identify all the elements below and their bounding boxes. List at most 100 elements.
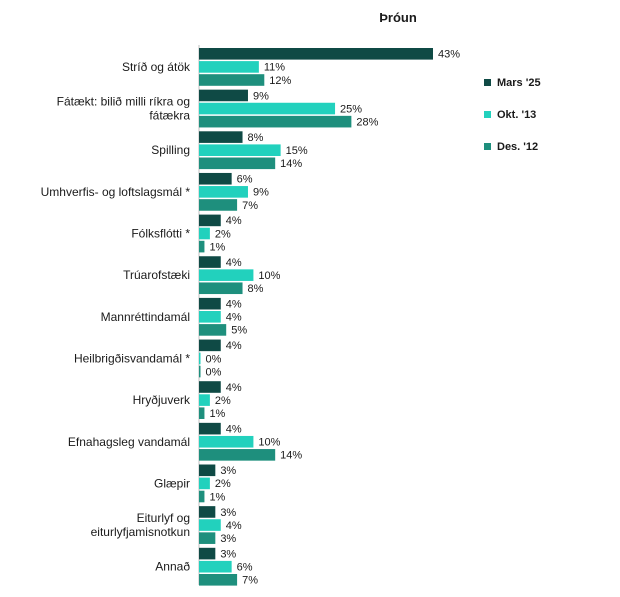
data-label: 4% [226, 299, 242, 311]
data-label: 7% [242, 200, 258, 212]
bar [199, 464, 216, 477]
bar [199, 186, 248, 198]
data-label: 14% [280, 450, 302, 462]
bar [199, 74, 265, 86]
bar [199, 532, 216, 544]
bar [199, 89, 248, 102]
data-label: 1% [209, 241, 225, 253]
category-label: Umhverfis- og loftslagsmál * [41, 185, 191, 199]
data-label: 28% [356, 116, 378, 128]
data-label: 43% [438, 49, 460, 61]
data-label: 10% [258, 270, 280, 282]
bar [199, 547, 216, 560]
bar [199, 131, 243, 143]
category-label: Hryðjuverk [133, 393, 191, 407]
data-label: 0% [206, 353, 222, 365]
legend: Mars '25 Okt. '13 Des. '12 [484, 77, 541, 153]
data-label: 4% [226, 520, 242, 532]
data-label: 1% [209, 491, 225, 503]
legend-swatch [484, 79, 491, 86]
bar [199, 282, 243, 295]
chart-title: Þróun [379, 10, 417, 25]
category-label: Stríð og átök [122, 60, 191, 74]
data-label: 2% [215, 478, 231, 490]
bar [199, 394, 210, 406]
data-label: 8% [248, 132, 264, 144]
bar [199, 157, 276, 170]
bar [199, 477, 210, 490]
bar [199, 339, 221, 352]
legend-entry: Okt. '13 [497, 109, 536, 121]
bar [199, 297, 221, 310]
bar [199, 102, 336, 115]
data-label: 4% [226, 340, 242, 352]
category-label: Annað [155, 560, 190, 574]
data-label: 12% [269, 75, 291, 87]
bar [199, 422, 221, 435]
data-label: 3% [220, 533, 236, 545]
category-label: Mannréttindamál [101, 310, 190, 324]
data-label: 9% [253, 187, 269, 199]
data-label: 11% [264, 62, 285, 74]
data-label: 4% [226, 312, 242, 324]
data-label: 9% [253, 90, 269, 102]
bar [199, 381, 221, 393]
category-label: Fátækt: bilið milli ríkra og fátækra [57, 95, 191, 123]
bar [199, 227, 210, 240]
data-label: 2% [215, 395, 231, 407]
bar [199, 407, 205, 419]
category-label: Heilbrigðisvandamál * [74, 351, 190, 365]
data-label: 4% [226, 423, 242, 435]
data-label: 0% [206, 366, 222, 378]
bar [199, 115, 352, 128]
bar [199, 519, 221, 531]
legend-entry: Des. '12 [497, 141, 538, 153]
bar [199, 199, 238, 211]
category-label: Fólksflótti * [131, 227, 190, 241]
data-label: 4% [226, 215, 242, 227]
data-label: 3% [220, 507, 236, 519]
bar [199, 214, 221, 227]
category-label: Spilling [151, 143, 190, 157]
bar [199, 269, 254, 281]
bar [199, 574, 238, 586]
bar [199, 506, 216, 518]
bar [199, 365, 201, 378]
category-label: Efnahagsleg vandamál [68, 435, 190, 449]
bar [199, 48, 433, 60]
bar [199, 560, 232, 573]
bar [199, 256, 221, 268]
data-label: 15% [286, 145, 308, 157]
bar [199, 435, 254, 448]
data-label: 5% [231, 325, 247, 337]
data-label: 4% [226, 382, 242, 394]
category-label: Eiturlyf og eiturlyfjamisnotkun [91, 511, 190, 539]
category-labels: Stríð og átök Fátækt: bilið milli ríkra o… [41, 60, 191, 574]
legend-swatch [484, 111, 491, 118]
data-label: 1% [209, 408, 225, 420]
category-label: Trúarofstæki [123, 268, 190, 282]
data-label: 8% [248, 283, 264, 295]
data-label: 6% [237, 174, 253, 186]
bar [199, 144, 281, 156]
bars [199, 48, 433, 586]
bar [199, 240, 205, 253]
bar [199, 172, 232, 185]
data-label: 3% [220, 465, 236, 477]
bar [199, 61, 259, 73]
data-label: 25% [340, 103, 362, 115]
value-labels: 43%11%12%9%25%28%8%15%14%6%9%7%4%2%1%4%1… [206, 49, 461, 587]
category-label: Glæpir [154, 476, 190, 490]
data-label: 6% [237, 562, 253, 574]
data-label: 14% [280, 158, 302, 170]
bar [199, 311, 221, 323]
bar [199, 449, 276, 461]
bar [199, 324, 227, 336]
bar [199, 490, 205, 503]
data-label: 2% [215, 228, 231, 240]
legend-entry: Mars '25 [497, 77, 541, 89]
data-label: 3% [220, 548, 236, 560]
bar [199, 352, 201, 365]
data-label: 7% [242, 575, 258, 587]
